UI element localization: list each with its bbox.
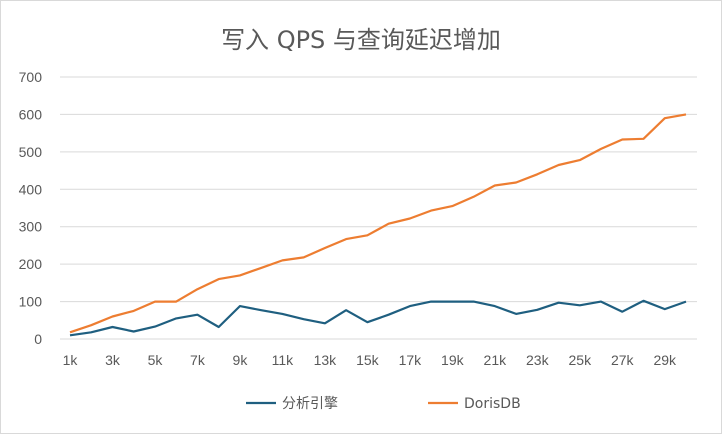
y-tick-label: 100 <box>19 294 43 310</box>
x-tick-label: 13k <box>314 352 338 368</box>
x-tick-label: 27k <box>611 352 635 368</box>
series-line-2 <box>69 113 687 334</box>
x-tick-label: 7k <box>190 352 206 368</box>
legend-label: 分析引擎 <box>282 396 338 412</box>
x-tick-label: 11k <box>272 352 295 368</box>
x-tick-label: 15k <box>356 352 380 368</box>
x-tick-label: 5k <box>148 352 164 368</box>
y-tick-label: 300 <box>19 219 43 235</box>
legend-label: DorisDB <box>464 396 521 412</box>
x-tick-label: 21k <box>484 352 508 368</box>
x-tick-label: 17k <box>399 352 423 368</box>
x-tick-label: 1k <box>63 352 79 368</box>
x-tick-label: 29k <box>653 352 677 368</box>
x-tick-label: 9k <box>233 352 249 368</box>
y-tick-label: 600 <box>19 106 43 122</box>
y-tick-label: 200 <box>19 256 43 272</box>
x-tick-label: 3k <box>105 352 121 368</box>
y-tick-label: 500 <box>19 144 43 160</box>
x-tick-label: 19k <box>441 352 465 368</box>
chart-title: 写入 QPS 与查询延迟增加 <box>221 26 501 54</box>
series-line-1 <box>69 299 687 337</box>
y-tick-label: 700 <box>19 69 43 85</box>
x-tick-label: 23k <box>526 352 550 368</box>
x-tick-label: 25k <box>569 352 593 368</box>
y-tick-label: 0 <box>34 331 42 347</box>
y-tick-label: 400 <box>19 181 43 197</box>
